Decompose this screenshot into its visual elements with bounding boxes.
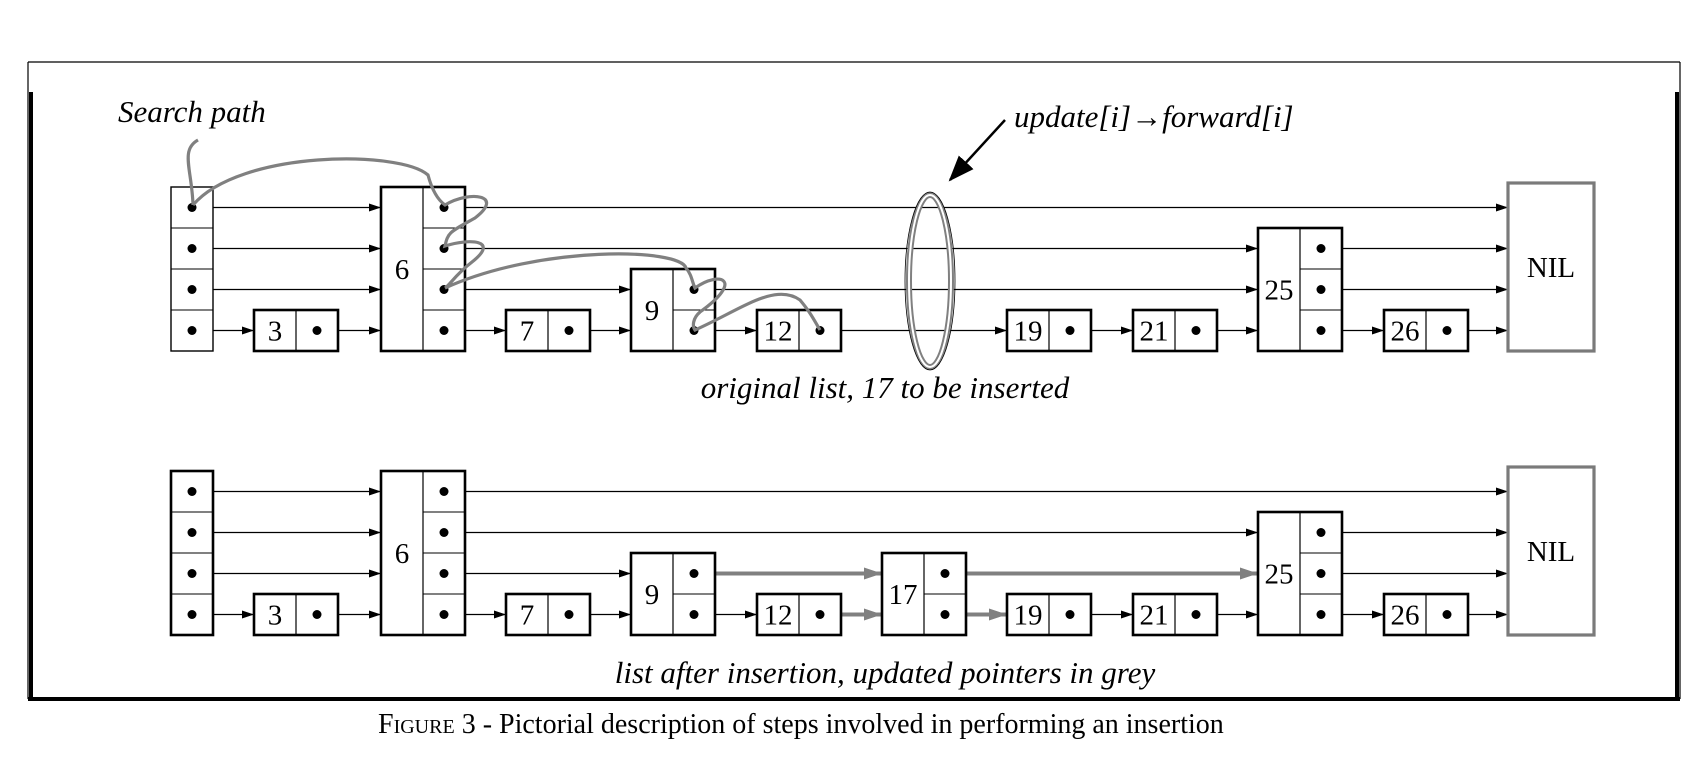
search-path-curve (186, 138, 199, 206)
update-pointer-highlight (904, 191, 956, 371)
skip-list-node-12: 12 (755, 308, 843, 353)
pointer-dot (1316, 244, 1326, 253)
pointer-dot (689, 569, 699, 578)
node-key-label: 25 (1265, 275, 1294, 307)
node-key-label: 12 (764, 316, 793, 348)
pointer-dot (1316, 610, 1326, 619)
node-key-label: 25 (1265, 559, 1294, 591)
list-header (169, 469, 215, 637)
node-key-label: 9 (645, 295, 660, 327)
skip-list-node-12: 12 (755, 592, 843, 637)
pointer-dot (815, 610, 825, 619)
node-key-label: 19 (1014, 600, 1043, 632)
nil-terminator: NIL (1506, 181, 1596, 353)
pointer-dot (439, 326, 449, 335)
node-key-label: 7 (520, 600, 535, 632)
nil-label: NIL (1527, 252, 1575, 284)
pointer-dot (187, 285, 197, 294)
pointer-dot (1065, 326, 1075, 335)
pointer-dot (1065, 610, 1075, 619)
top-list-caption: original list, 17 to be inserted (701, 370, 1070, 405)
bottom-list-caption: list after insertion, updated pointers i… (615, 655, 1156, 690)
skip-list-node-19: 19 (1005, 308, 1093, 353)
pointer-dot (439, 487, 449, 496)
pointer-dot (1442, 610, 1452, 619)
pointer-dot (312, 610, 322, 619)
node-key-label: 26 (1391, 316, 1420, 348)
node-key-label: 3 (268, 316, 283, 348)
pointer-dot (940, 610, 950, 619)
node-key-label: 12 (764, 600, 793, 632)
search-path-label: Search path (118, 94, 266, 129)
pointer-dot (1316, 528, 1326, 537)
node-key-label: 6 (395, 254, 410, 286)
pointer-dot (564, 326, 574, 335)
pointer-dot (940, 569, 950, 578)
update-annotation-label: update[i]→forward[i] (1014, 99, 1294, 134)
nil-label: NIL (1527, 536, 1575, 568)
figure-caption-rest: 3 - Pictorial description of steps invol… (455, 709, 1224, 740)
skip-list-node-3: 3 (252, 308, 340, 353)
skip-list-node-19: 19 (1005, 592, 1093, 637)
node-key-label: 26 (1391, 600, 1420, 632)
node-key-label: 3 (268, 600, 283, 632)
skip-list-node-21: 21 (1131, 308, 1219, 353)
pointer-dot (439, 569, 449, 578)
pointer-dot (1316, 285, 1326, 294)
pointer-dot (187, 326, 197, 335)
updated-skip-list: 3 6 7 9 12 17 19 21 25 26 NIL (169, 465, 1596, 637)
list-header (170, 186, 214, 352)
pointer-dot (187, 569, 197, 578)
pointer-dot (1191, 326, 1201, 335)
pointer-dot (312, 326, 322, 335)
skip-list-node-7: 7 (504, 592, 592, 637)
update-annotation-arrow (948, 119, 1006, 182)
pointer-dot (187, 244, 197, 253)
skip-list-node-26: 26 (1382, 308, 1470, 353)
node-key-label: 17 (889, 579, 918, 611)
skip-list-node-6: 6 (379, 469, 467, 637)
skip-list-node-17: 17 (880, 551, 968, 637)
skip-list-node-26: 26 (1382, 592, 1470, 637)
search-path-route (191, 157, 822, 332)
pointer-dot (1316, 326, 1326, 335)
pointer-dot (187, 610, 197, 619)
pointer-dot (1316, 569, 1326, 578)
pointer-dot (187, 487, 197, 496)
pointer-dot (187, 528, 197, 537)
figure-frame (27, 61, 1681, 701)
node-key-label: 9 (645, 579, 660, 611)
skip-list-node-25: 25 (1256, 510, 1344, 637)
pointer-dot (1442, 326, 1452, 335)
pointer-dot (439, 528, 449, 537)
node-key-label: 6 (395, 538, 410, 570)
pointer-dot (564, 610, 574, 619)
skip-list-node-9: 9 (629, 551, 717, 637)
pointer-dot (1191, 610, 1201, 619)
figure-caption: Figure 3 - Pictorial description of step… (378, 709, 1224, 740)
node-key-label: 7 (520, 316, 535, 348)
node-key-label: 21 (1140, 316, 1169, 348)
skip-list-node-7: 7 (504, 308, 592, 353)
node-key-label: 21 (1140, 600, 1169, 632)
nil-terminator: NIL (1506, 465, 1596, 637)
pointer-dot (439, 610, 449, 619)
skip-list-node-6: 6 (379, 185, 467, 353)
figure-caption-prefix: Figure (378, 709, 455, 740)
skip-list-node-25: 25 (1256, 226, 1344, 353)
pointer-dot (689, 610, 699, 619)
skip-list-node-3: 3 (252, 592, 340, 637)
skip-list-node-21: 21 (1131, 592, 1219, 637)
original-skip-list: 3 6 7 9 12 19 21 25 26 NIL (170, 181, 1596, 353)
node-key-label: 19 (1014, 316, 1043, 348)
